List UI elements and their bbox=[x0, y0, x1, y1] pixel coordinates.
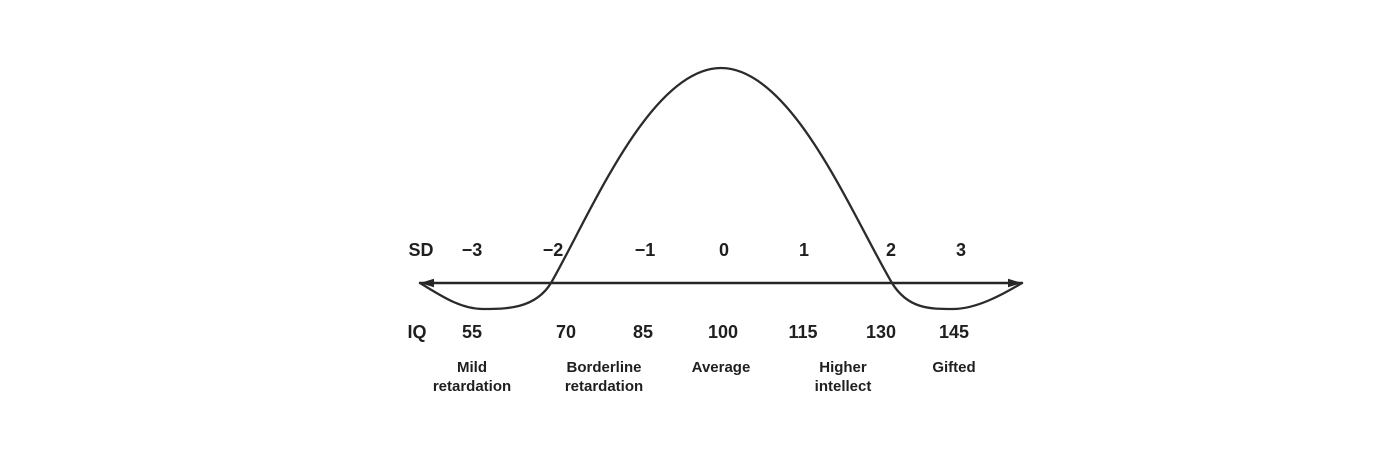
iq-tick: 145 bbox=[939, 322, 969, 342]
sd-tick: 0 bbox=[719, 240, 729, 260]
iq-row-label: IQ bbox=[407, 322, 426, 342]
axis-arrowhead-right bbox=[1008, 278, 1022, 288]
sd-tick: −1 bbox=[635, 240, 656, 260]
sd-tick: 3 bbox=[956, 240, 966, 260]
category-average: Average bbox=[692, 359, 751, 376]
sd-tick: −3 bbox=[462, 240, 483, 260]
iq-row: IQ 55 70 85 100 115 130 145 bbox=[407, 322, 969, 342]
axis-arrowhead-left bbox=[420, 278, 434, 288]
sd-row: SD −3 −2 −1 0 1 2 3 bbox=[408, 240, 966, 260]
iq-tick: 115 bbox=[788, 322, 817, 342]
sd-tick: −2 bbox=[543, 240, 564, 260]
iq-tick: 100 bbox=[708, 322, 738, 342]
sd-row-label: SD bbox=[408, 240, 433, 260]
normal-distribution-curve bbox=[418, 66, 1024, 311]
sd-tick: 2 bbox=[886, 240, 896, 260]
category-labels: Mild retardation Borderline retardation … bbox=[433, 359, 976, 395]
category-mild-retardation-line1: Mild bbox=[457, 359, 487, 376]
iq-tick: 85 bbox=[633, 322, 653, 342]
category-mild-retardation-line2: retardation bbox=[433, 378, 511, 395]
iq-tick: 55 bbox=[462, 322, 482, 342]
category-higher-intellect-line1: Higher bbox=[819, 359, 867, 376]
sd-tick: 1 bbox=[799, 240, 809, 260]
category-higher-intellect-line2: intellect bbox=[815, 378, 872, 395]
category-borderline-retardation-line1: Borderline bbox=[566, 359, 641, 376]
category-borderline-retardation-line2: retardation bbox=[565, 378, 643, 395]
iq-tick: 70 bbox=[556, 322, 576, 342]
iq-tick: 130 bbox=[866, 322, 896, 342]
category-gifted: Gifted bbox=[932, 359, 975, 376]
